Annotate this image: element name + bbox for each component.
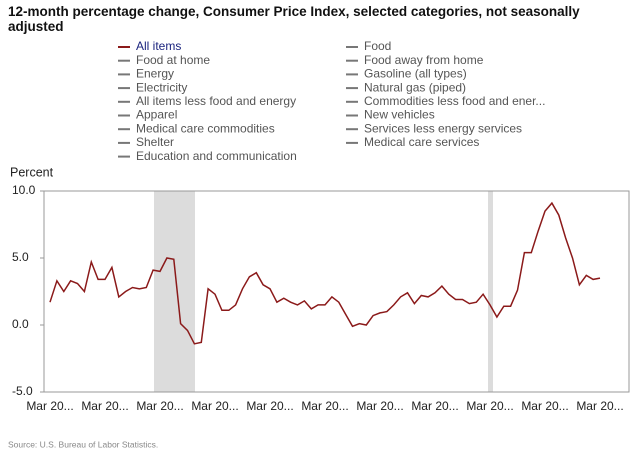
legend-label[interactable]: Services less energy services <box>364 121 522 135</box>
x-tick-label: Mar 20... <box>246 399 293 413</box>
source-note: Source: U.S. Bureau of Labor Statistics. <box>8 439 158 449</box>
legend-label[interactable]: Education and communication <box>136 149 297 163</box>
legend-label[interactable]: Shelter <box>136 135 174 149</box>
legend-label[interactable]: All items less food and energy <box>136 94 296 108</box>
legend-label[interactable]: Natural gas (piped) <box>364 80 466 94</box>
legend-label[interactable]: Commodities less food and ener... <box>364 94 545 108</box>
x-tick-label: Mar 20... <box>191 399 238 413</box>
data-line <box>49 201 601 345</box>
recession-shade <box>154 191 195 392</box>
x-tick-label: Mar 20... <box>81 399 128 413</box>
legend-label[interactable]: Food away from home <box>364 53 484 67</box>
plot-frame <box>43 190 630 393</box>
x-tick-label: Mar 20... <box>521 399 568 413</box>
x-tick-label: Mar 20... <box>411 399 458 413</box>
y-axis-title: Percent <box>10 165 54 179</box>
x-tick-label: Mar 20... <box>26 399 73 413</box>
x-tick-label: Mar 20... <box>136 399 183 413</box>
legend-label[interactable]: Food at home <box>136 53 210 67</box>
legend-label[interactable]: Medical care commodities <box>136 121 275 135</box>
y-tick-label: 10.0 <box>12 183 36 197</box>
title-box: 12-month percentage change, Consumer Pri… <box>8 4 580 34</box>
x-tick-label: Mar 20... <box>301 399 348 413</box>
legend-label[interactable]: Electricity <box>136 80 187 94</box>
legend-label[interactable]: Food <box>364 39 391 53</box>
legend-label[interactable]: Apparel <box>136 108 177 122</box>
y-tick-label: 0.0 <box>12 317 29 331</box>
legend-label[interactable]: New vehicles <box>364 108 435 122</box>
recession-shade <box>488 191 493 392</box>
legend-label[interactable]: Gasoline (all types) <box>364 67 467 81</box>
x-tick-label: Mar 20... <box>576 399 623 413</box>
x-tick-label: Mar 20... <box>466 399 513 413</box>
y-tick-label: 5.0 <box>12 250 29 264</box>
legend-label[interactable]: Medical care services <box>364 135 479 149</box>
y-tick-label: -5.0 <box>12 384 33 398</box>
legend-label[interactable]: All items <box>136 39 181 53</box>
chart-title: 12-month percentage change, Consumer Pri… <box>8 4 580 34</box>
x-tick-label: Mar 20... <box>356 399 403 413</box>
legend-label[interactable]: Energy <box>136 67 174 81</box>
